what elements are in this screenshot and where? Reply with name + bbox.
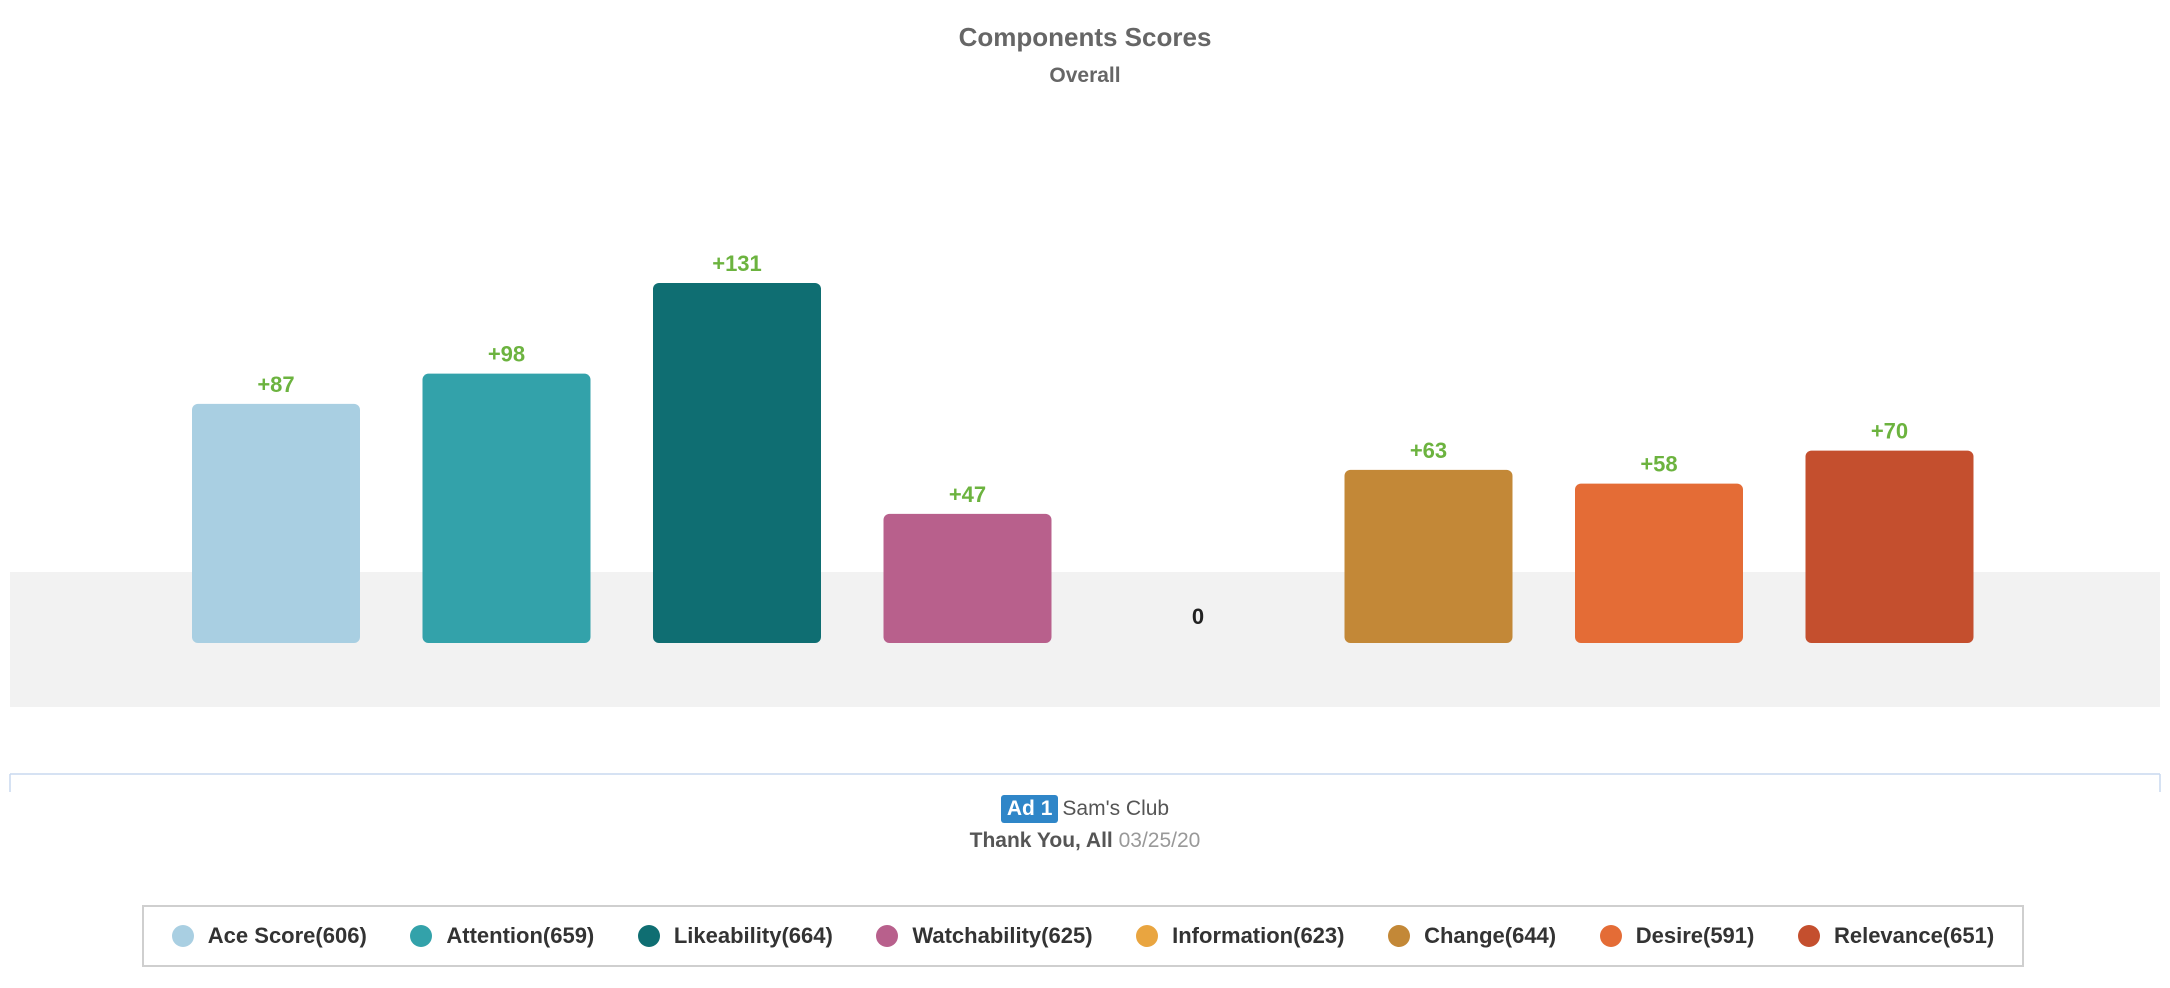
legend-label: Desire(591) [1635,923,1755,948]
data-label-desire: +58 [1640,452,1677,477]
legend-label: Information(623) [1172,923,1345,948]
ad-badge: Ad 1 [1000,795,1059,823]
data-label-attention: +98 [488,342,525,367]
legend-item-desire[interactable]: Desire(591) [1599,923,1755,949]
legend-item-change[interactable]: Change(644) [1388,923,1556,949]
data-label-relevance: +70 [1871,419,1908,444]
legend-label: Watchability(625) [912,923,1093,948]
legend-label: Ace Score(606) [207,923,367,948]
legend-item-information[interactable]: Information(623) [1136,923,1344,949]
bar-watchability [883,513,1052,643]
legend-dot-icon [876,925,899,947]
legend-dot-icon [1599,925,1622,947]
chart-title: Components Scores [958,22,1212,52]
legend-dot-icon [1388,925,1411,947]
ad-name: Thank You, All [969,829,1113,852]
legend-label: Change(644) [1424,923,1557,948]
legend-item-likeability[interactable]: Likeability(664) [637,923,833,949]
data-label-change: +63 [1410,438,1447,463]
ad-brand: Sam's Club [1062,797,1170,820]
bar-relevance [1805,450,1974,643]
legend-dot-icon [637,925,660,947]
chart-legend: Ace Score(606) Attention(659) Likeability(… [142,905,2024,967]
legend-label: Likeability(664) [673,923,833,948]
bar-likeability [653,283,821,643]
legend-label: Attention(659) [446,923,595,948]
bar-attention [422,373,591,643]
bars-group: +87 +98 +131 +47 0 +63 +58 +70 [192,251,1974,643]
data-label-watchability: +47 [949,482,986,507]
ad-date: 03/25/20 [1118,829,1201,852]
data-label-information: 0 [1192,604,1204,629]
ad-info: Ad 1 Sam's Club Thank You, All 03/25/20 [0,795,2170,853]
bar-desire [1575,483,1743,643]
chart-subtitle: Overall [1049,64,1121,87]
legend-label: Relevance(651) [1833,923,1995,948]
bar-change [1344,469,1513,643]
bar-ace-score [192,403,360,643]
data-label-ace-score: +87 [257,372,294,397]
legend-dot-icon [410,925,433,947]
data-label-likeability: +131 [712,251,762,276]
legend-dot-icon [1797,925,1820,947]
legend-item-ace-score[interactable]: Ace Score(606) [171,923,367,949]
legend-item-relevance[interactable]: Relevance(651) [1797,923,1995,949]
legend-dot-icon [1136,925,1159,947]
baseline-band [10,572,2160,707]
bar-chart: +87 +98 +131 +47 0 +63 +58 +70 [9,251,2161,792]
legend-item-attention[interactable]: Attention(659) [410,923,594,949]
legend-dot-icon [171,925,194,947]
legend-item-watchability[interactable]: Watchability(625) [876,923,1093,949]
